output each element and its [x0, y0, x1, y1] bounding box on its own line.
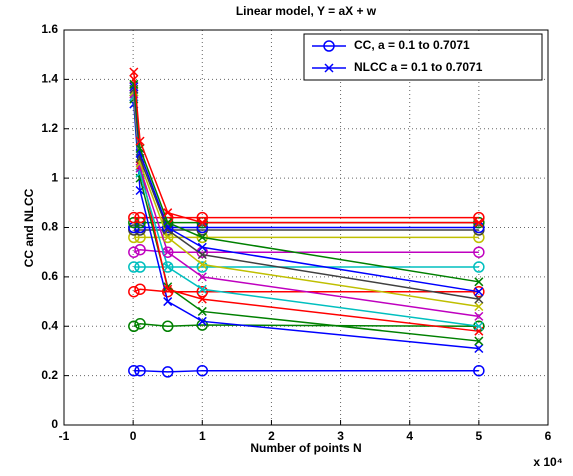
marker [163, 247, 173, 257]
legend-label: CC, a = 0.1 to 0.7071 [354, 38, 470, 52]
x-tick-label: -1 [59, 429, 70, 443]
x-tick-label: 3 [337, 429, 344, 443]
marker [197, 306, 207, 316]
marker [473, 364, 485, 377]
marker [134, 211, 146, 224]
marker [197, 260, 207, 270]
marker [197, 284, 207, 294]
x-tick-label: 1 [199, 429, 206, 443]
marker [128, 246, 140, 258]
legend-box [303, 33, 543, 81]
marker [129, 79, 139, 89]
marker [474, 287, 484, 297]
marker [196, 319, 209, 331]
marker [197, 294, 207, 304]
plot-frame [63, 29, 549, 426]
marker [474, 343, 484, 353]
series-line [133, 369, 479, 373]
y-tick-label: 0.6 [41, 269, 58, 283]
marker [163, 225, 173, 235]
marker [134, 243, 146, 256]
marker [197, 218, 207, 228]
marker [128, 320, 140, 332]
marker [128, 211, 140, 224]
marker [128, 364, 140, 377]
x-tick-label: 6 [545, 429, 552, 443]
chart-title: Linear model, Y = aX + w [236, 4, 377, 18]
marker [161, 320, 174, 332]
marker [474, 336, 484, 346]
x-tick-label: 5 [476, 429, 483, 443]
marker [163, 232, 173, 242]
marker [474, 321, 484, 331]
marker [197, 242, 207, 252]
marker [134, 283, 146, 295]
y-tick-label: 1.4 [41, 72, 58, 86]
marker [474, 311, 484, 321]
legend-marker [323, 40, 335, 52]
legend-label: NLCC a = 0.1 to 0.7071 [354, 60, 483, 74]
marker [128, 285, 140, 298]
marker [161, 366, 174, 378]
marker [135, 143, 145, 154]
marker [163, 262, 173, 272]
marker [163, 297, 173, 307]
marker [163, 218, 173, 228]
y-tick-label: 1.6 [41, 22, 58, 36]
marker [474, 294, 484, 304]
marker [196, 285, 209, 298]
marker [473, 285, 485, 298]
marker [163, 208, 173, 218]
marker [473, 246, 485, 258]
marker [474, 218, 484, 228]
marker [197, 250, 207, 260]
marker [134, 261, 146, 273]
marker [196, 364, 209, 377]
y-tick-label: 0.8 [41, 220, 58, 234]
marker [197, 272, 207, 282]
y-tick-label: 0.4 [41, 318, 58, 332]
legend-marker [324, 63, 334, 73]
x-tick-label: 2 [268, 429, 275, 443]
x-tick-label: 4 [406, 429, 413, 443]
marker [474, 277, 484, 287]
marker [473, 261, 485, 273]
y-tick-label: 1.2 [41, 121, 58, 135]
marker [474, 301, 484, 312]
marker [129, 67, 139, 77]
y-tick-label: 0.2 [41, 368, 58, 382]
marker [197, 232, 207, 242]
y-tick-label: 0 [51, 417, 58, 431]
x-multiplier: x 10⁴ [533, 455, 562, 469]
marker [128, 261, 140, 273]
x-tick-label: 0 [130, 429, 137, 443]
marker [134, 318, 146, 330]
y-tick-label: 1 [51, 170, 58, 184]
x-axis-label: Number of points N [250, 441, 361, 455]
marker [135, 136, 145, 146]
marker [163, 284, 173, 294]
marker [197, 316, 207, 326]
marker [134, 364, 146, 377]
marker [196, 261, 209, 273]
y-axis-label: CC and NLCC [22, 188, 36, 267]
